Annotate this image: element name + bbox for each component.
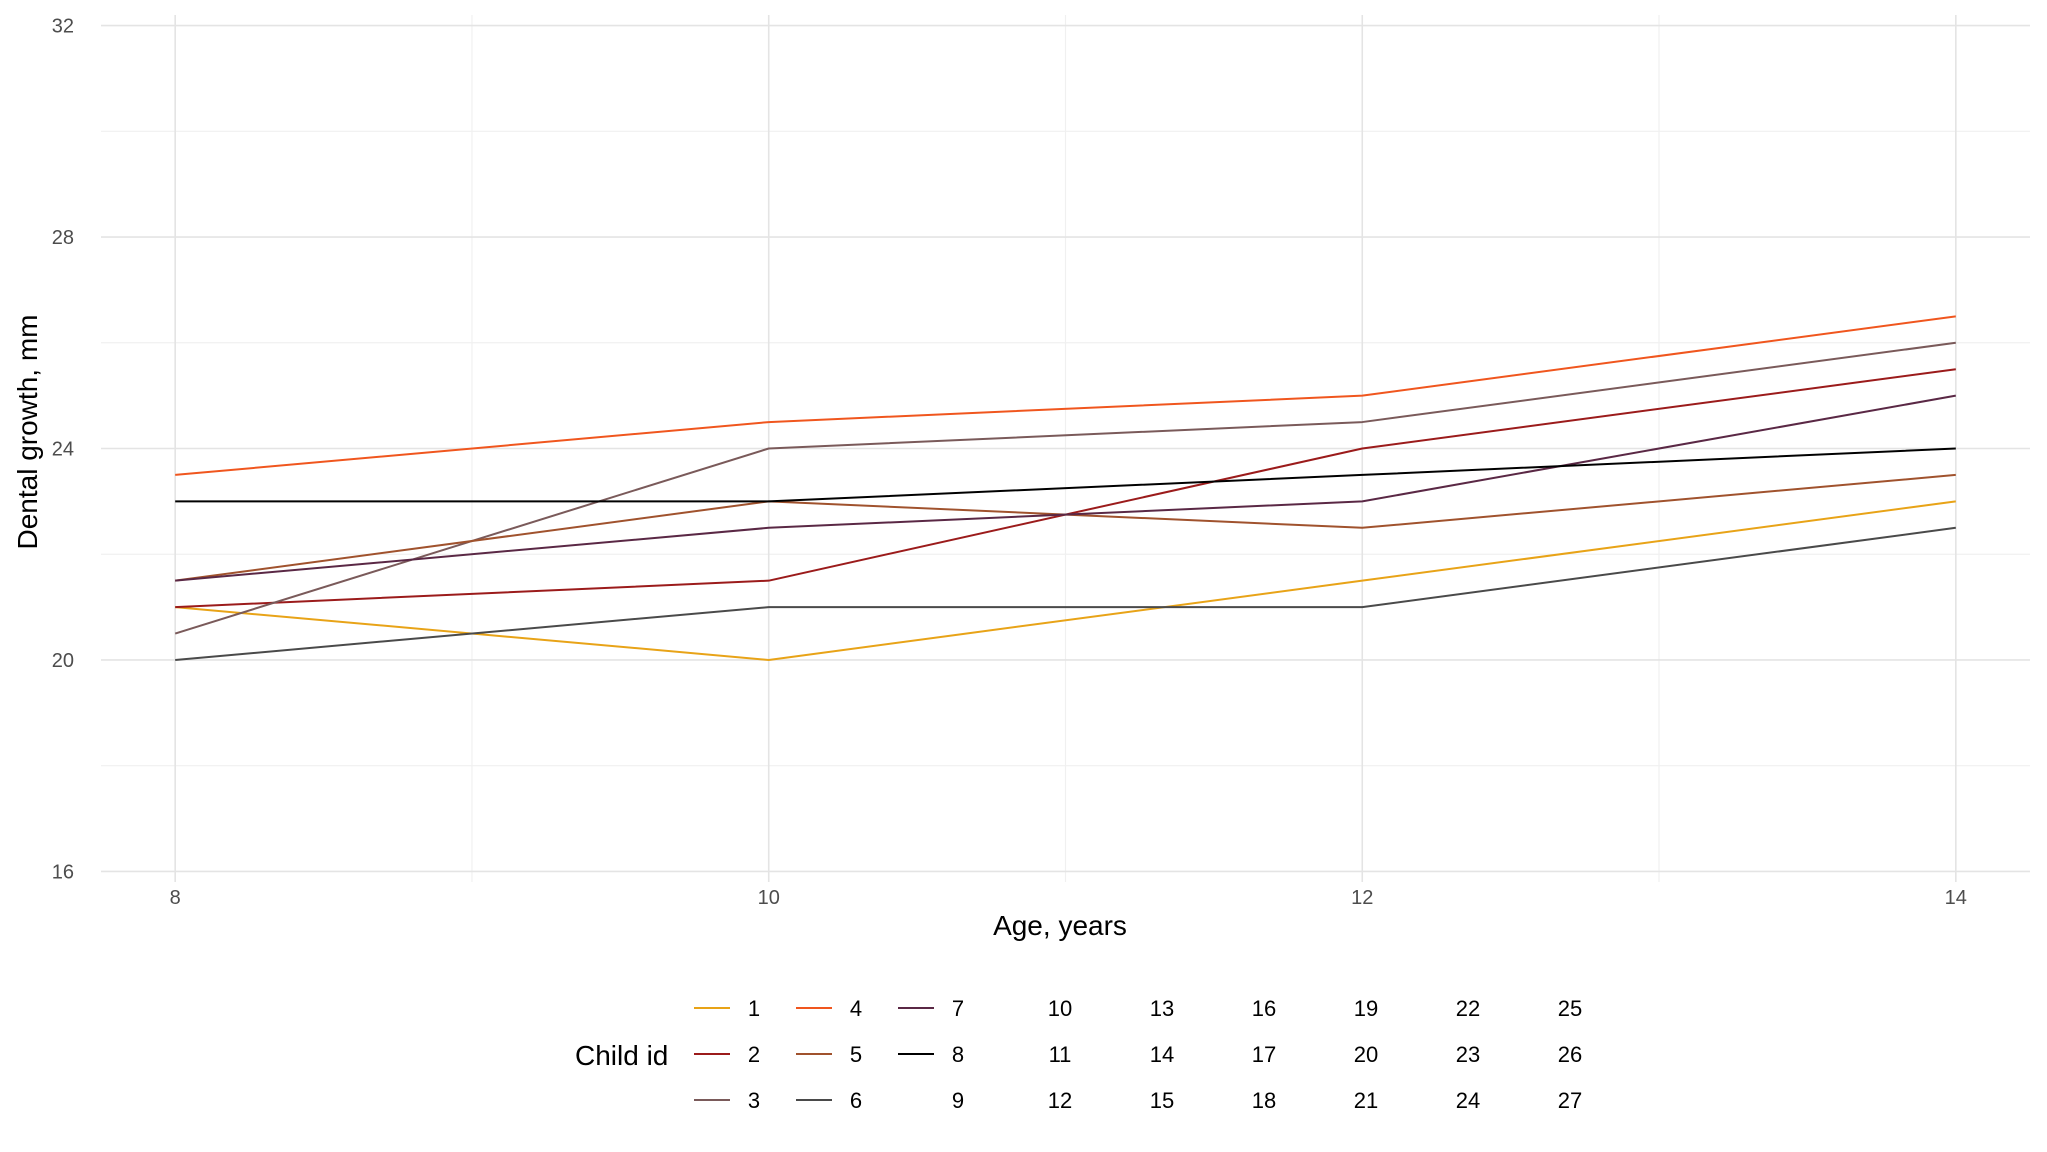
legend-label-17: 17 (1252, 1042, 1276, 1067)
grid (101, 15, 2030, 882)
series-line-8 (175, 447, 1956, 503)
legend-label-21: 21 (1354, 1088, 1378, 1113)
y-axis-title: Dental growth, mm (12, 315, 43, 550)
legend-label-9: 9 (952, 1088, 964, 1113)
legend-label-1: 1 (748, 996, 760, 1021)
series-line-4 (175, 315, 1956, 476)
legend-label-24: 24 (1456, 1088, 1480, 1113)
legend-label-13: 13 (1150, 996, 1174, 1021)
legend-label-18: 18 (1252, 1088, 1276, 1113)
legend-label-3: 3 (748, 1088, 760, 1113)
legend-label-4: 4 (850, 996, 862, 1021)
legend-label-6: 6 (850, 1088, 862, 1113)
legend-label-16: 16 (1252, 996, 1276, 1021)
x-axis-title: Age, years (993, 910, 1127, 941)
series-lines (174, 315, 1956, 661)
series-line-6 (175, 526, 1956, 661)
x-tick-label: 12 (1351, 887, 1373, 909)
legend-label-8: 8 (952, 1042, 964, 1067)
legend-label-11: 11 (1049, 1042, 1072, 1067)
legend-label-15: 15 (1150, 1088, 1174, 1113)
legend-label-14: 14 (1150, 1042, 1174, 1067)
legend-label-23: 23 (1456, 1042, 1480, 1067)
x-tick-label: 8 (170, 887, 181, 909)
y-tick-label: 28 (52, 227, 74, 249)
legend-label-2: 2 (748, 1042, 760, 1067)
legend-label-25: 25 (1558, 996, 1582, 1021)
y-tick-label: 20 (52, 650, 74, 672)
x-tick-label: 10 (758, 887, 780, 909)
y-axis-ticks: 16 20 24 28 32 (52, 16, 74, 884)
legend-label-7: 7 (952, 996, 964, 1021)
y-tick-label: 32 (52, 16, 74, 38)
legend-label-19: 19 (1354, 996, 1378, 1021)
legend-title: Child id (575, 1040, 668, 1071)
legend-label-27: 27 (1558, 1088, 1582, 1113)
series-line-7 (175, 394, 1956, 582)
y-tick-label: 24 (52, 439, 74, 461)
legend: Child id 1234567891011121314151617181920… (575, 996, 1582, 1113)
legend-label-20: 20 (1354, 1042, 1378, 1067)
x-axis-ticks: 8 10 12 14 (170, 887, 1967, 909)
y-tick-label: 16 (52, 861, 74, 883)
legend-label-10: 10 (1048, 996, 1072, 1021)
legend-label-12: 12 (1048, 1088, 1072, 1113)
legend-label-5: 5 (850, 1042, 862, 1067)
x-tick-label: 14 (1945, 887, 1967, 909)
legend-label-22: 22 (1456, 996, 1480, 1021)
legend-label-26: 26 (1558, 1042, 1582, 1067)
